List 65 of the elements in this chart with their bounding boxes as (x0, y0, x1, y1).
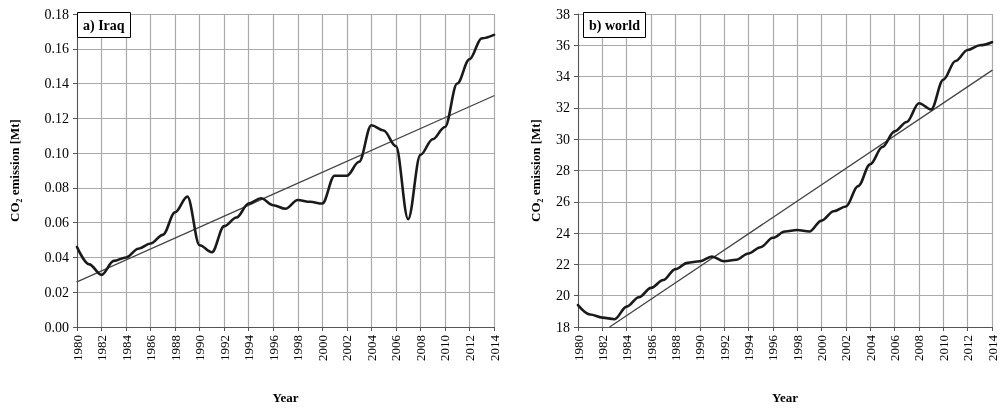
x-tick-label: 2000 (814, 335, 830, 361)
y-tick-label: 38 (556, 6, 570, 22)
y-tick-label: 20 (556, 288, 570, 304)
x-tick-label: 2012 (461, 335, 477, 361)
x-tick-label: 2010 (437, 335, 453, 361)
y-tick-label: 32 (556, 100, 570, 116)
y-tick-label: 0.00 (44, 319, 69, 335)
x-tick-label: 2012 (960, 335, 976, 361)
y-tick-label: 0.02 (44, 284, 69, 300)
x-tick-label: 1980 (69, 335, 85, 361)
x-tick-label: 2002 (838, 335, 854, 361)
y-tick-label: 34 (556, 69, 570, 85)
x-tick-label: 2006 (388, 334, 404, 361)
y-tick-label: 0.16 (44, 41, 69, 57)
y-tick-label: 0.04 (44, 249, 69, 265)
x-tick-label: 2014 (486, 334, 502, 361)
x-tick-label: 2006 (887, 334, 903, 361)
x-tick-label: 1994 (740, 334, 756, 361)
y-tick-label: 30 (556, 131, 570, 147)
x-tick-label: 1994 (241, 334, 257, 361)
y-tick-label: 0.06 (44, 215, 69, 231)
y-axis-title: CO₂ emission [Mt] (7, 119, 22, 222)
y-tick-label: 0.18 (44, 6, 69, 22)
x-tick-label: 2000 (314, 335, 330, 361)
x-axis-title: Year (772, 390, 799, 405)
y-tick-label: 0.12 (44, 110, 69, 126)
x-tick-label: 1982 (594, 335, 610, 361)
y-axis-title: CO₂ emission [Mt] (528, 119, 543, 222)
x-tick-label: 1990 (192, 335, 208, 361)
x-tick-label: 2004 (862, 334, 878, 361)
x-tick-label: 2002 (339, 335, 355, 361)
x-tick-label: 1996 (765, 334, 781, 361)
y-tick-label: 18 (556, 319, 570, 335)
y-tick-label: 28 (556, 163, 570, 178)
x-tick-label: 1980 (570, 335, 586, 361)
x-tick-label: 2004 (363, 334, 379, 361)
y-tick-label: 26 (556, 194, 570, 210)
x-tick-label: 1988 (667, 335, 683, 361)
x-tick-label: 1982 (94, 335, 110, 361)
x-tick-label: 1992 (716, 335, 732, 361)
x-tick-label: 1984 (118, 334, 134, 361)
x-tick-label: 1992 (216, 335, 232, 361)
y-tick-label: 24 (556, 225, 570, 241)
x-tick-label: 2014 (984, 334, 1000, 361)
x-tick-label: 1998 (789, 335, 805, 361)
y-tick-label: 22 (556, 256, 570, 272)
y-tick-label: 0.10 (44, 145, 69, 161)
x-axis-title: Year (272, 390, 299, 405)
x-tick-label: 2008 (412, 335, 428, 361)
x-tick-label: 2010 (935, 335, 951, 361)
y-tick-label: 0.14 (44, 76, 69, 92)
chart-title: b) world (589, 17, 641, 34)
x-tick-label: 1998 (290, 335, 306, 361)
x-tick-label: 1996 (265, 334, 281, 361)
y-tick-label: 36 (556, 37, 570, 53)
x-tick-label: 1988 (167, 335, 183, 361)
chart-title: a) Iraq (83, 17, 125, 34)
line-series (75, 33, 496, 277)
x-tick-label: 1986 (643, 334, 659, 361)
x-tick-label: 1990 (692, 335, 708, 361)
x-tick-label: 2008 (911, 335, 927, 361)
line-series (576, 40, 994, 321)
x-tick-label: 1984 (619, 334, 635, 361)
y-tick-label: 0.08 (44, 180, 69, 196)
x-tick-label: 1986 (143, 334, 159, 361)
